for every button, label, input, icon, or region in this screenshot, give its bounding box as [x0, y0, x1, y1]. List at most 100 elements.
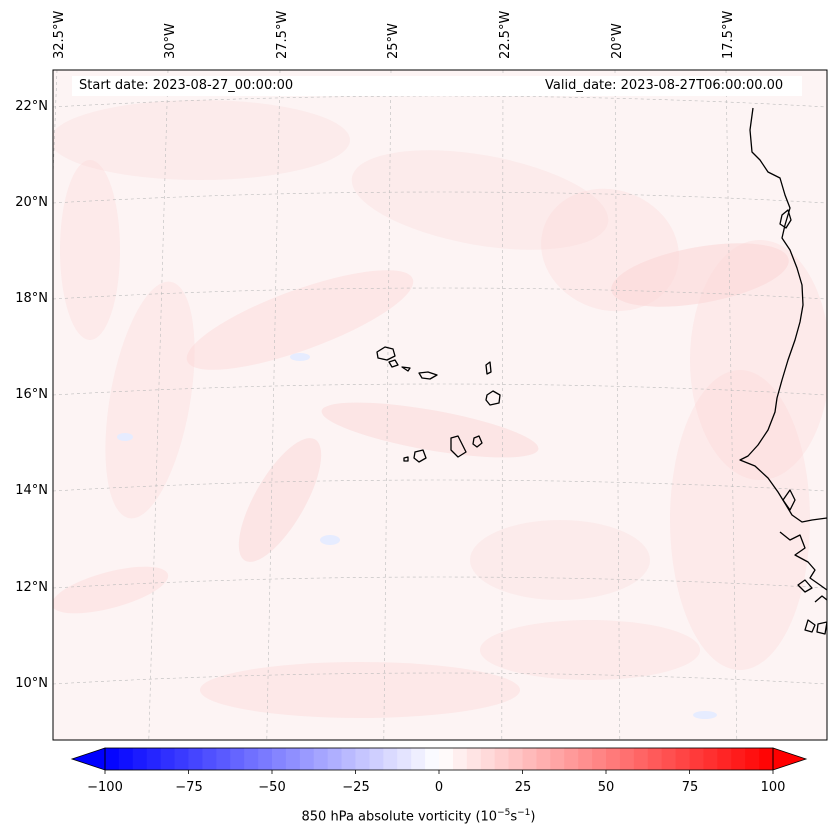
vorticity-contour — [186, 270, 414, 370]
negative-vorticity-contour — [117, 433, 133, 441]
colorbar-segment — [285, 748, 301, 770]
colorbar-segment — [174, 748, 189, 770]
lon-label-25w: 25°W — [386, 23, 401, 59]
colorbar-segment — [202, 748, 217, 770]
colorbar-segment — [550, 748, 565, 770]
colorbar-segment — [383, 748, 398, 770]
colorbar-segment — [397, 748, 412, 770]
longitude-gridline — [148, 70, 169, 740]
longitude-gridline — [383, 70, 392, 740]
vorticity-contour — [611, 243, 789, 307]
colorbar-segment — [731, 748, 746, 770]
lat-label-18n: 18°N — [15, 291, 48, 306]
colorbar-segment — [355, 748, 370, 770]
negative-vorticity-contour — [290, 353, 310, 361]
colorbar-segment — [341, 748, 356, 770]
colorbar-segment — [578, 748, 593, 770]
vorticity-contour — [53, 566, 169, 614]
colorbar-segment — [592, 748, 607, 770]
colorbar-segment — [452, 748, 468, 770]
lon-label-20w: 20°W — [610, 23, 625, 59]
colorbar-tick-label: 75 — [681, 780, 699, 795]
colorbar-segment — [272, 748, 287, 770]
longitude-gridline — [501, 70, 504, 740]
colorbar-segment — [494, 748, 510, 770]
colorbar-segment — [745, 748, 760, 770]
lat-label-12n: 12°N — [15, 580, 48, 595]
cape-verde-island — [418, 371, 438, 380]
lon-label-30w: 30°W — [163, 23, 178, 59]
colorbar-label-exp2: −1 — [517, 808, 531, 818]
cape-verde-island — [485, 361, 492, 375]
colorbar-segment — [536, 748, 551, 770]
lat-label-22n: 22°N — [15, 99, 48, 114]
colorbar-segment — [369, 748, 384, 770]
vorticity-contour — [541, 188, 679, 312]
colorbar-segment — [703, 748, 718, 770]
guinea-bissau-coastline — [779, 531, 827, 591]
colorbar-tick-label: 25 — [514, 780, 532, 795]
colorbar-segment — [661, 748, 677, 770]
negative-vorticity-contour — [693, 711, 717, 719]
colorbar-segment — [647, 748, 663, 770]
coastline-island — [804, 619, 816, 633]
colorbar-max-extend-arrow — [772, 747, 808, 771]
colorbar-tick-label: 0 — [434, 780, 444, 795]
colorbar-segment — [675, 748, 690, 770]
colorbar-segment — [606, 748, 621, 770]
cape-verde-island — [376, 346, 396, 361]
latitude-gridline — [53, 287, 827, 300]
latitude-gridline — [53, 191, 827, 204]
lat-label-20n: 20°N — [15, 195, 48, 210]
lat-label-10n: 10°N — [15, 676, 48, 691]
vorticity-contour — [670, 370, 810, 670]
latitude-gridline — [53, 95, 827, 108]
coastline-island — [779, 209, 792, 229]
vorticity-contour — [480, 620, 700, 680]
lon-label-22-5w: 22.5°W — [498, 10, 513, 59]
colorbar-segment — [425, 748, 440, 770]
colorbar-segment — [230, 748, 245, 770]
cape-verde-island — [403, 456, 409, 462]
colorbar-segment — [313, 748, 329, 770]
colorbar-tick-label: −25 — [342, 780, 370, 795]
longitude-gridline — [614, 70, 621, 740]
lon-label-32-5w: 32.5°W — [52, 10, 67, 59]
map-frame — [52, 69, 828, 741]
colorbar-segment — [466, 748, 482, 770]
colorbar-segment — [132, 748, 148, 770]
colorbar-tick-label: −50 — [258, 780, 286, 795]
colorbar-tick-label: −100 — [87, 780, 123, 795]
cape-verde-island — [485, 390, 501, 406]
negative-vorticity-contour — [320, 535, 340, 545]
colorbar-segment — [299, 748, 315, 770]
info-bar — [72, 76, 802, 96]
vorticity-contour — [238, 438, 322, 562]
colorbar-segment — [508, 748, 523, 770]
colorbar-segment — [439, 748, 454, 770]
colorbar-segment — [522, 748, 537, 770]
colorbar-label: 850 hPa absolute vorticity (10−5s−1) — [0, 808, 837, 824]
valid-date-label: Valid_date: 2023-08-27T06:00:00.00 — [545, 78, 784, 93]
coastline-segment — [814, 595, 827, 603]
colorbar-label-text: 850 hPa absolute vorticity (10 — [301, 809, 498, 825]
latitude-gridline — [53, 576, 827, 589]
lat-label-14n: 14°N — [15, 483, 48, 498]
vorticity-contour — [351, 150, 609, 250]
longitude-gridline — [266, 70, 281, 740]
colorbar-segment — [619, 748, 635, 770]
colorbar-segment — [633, 748, 649, 770]
colorbar-segment — [564, 748, 579, 770]
latitude-gridline — [53, 672, 827, 685]
colorbar-segment — [258, 748, 273, 770]
latitude-gridline — [53, 479, 827, 492]
lat-label-16n: 16°N — [15, 387, 48, 402]
vorticity-contour — [470, 520, 650, 600]
colorbar-segment — [480, 748, 496, 770]
colorbar-segment — [327, 748, 343, 770]
colorbar-min-extend-arrow — [70, 747, 106, 771]
colorbar-segment — [118, 748, 134, 770]
colorbar-label-exp1: −5 — [497, 808, 511, 818]
vorticity-contour — [53, 100, 350, 180]
colorbar-segment — [689, 748, 704, 770]
